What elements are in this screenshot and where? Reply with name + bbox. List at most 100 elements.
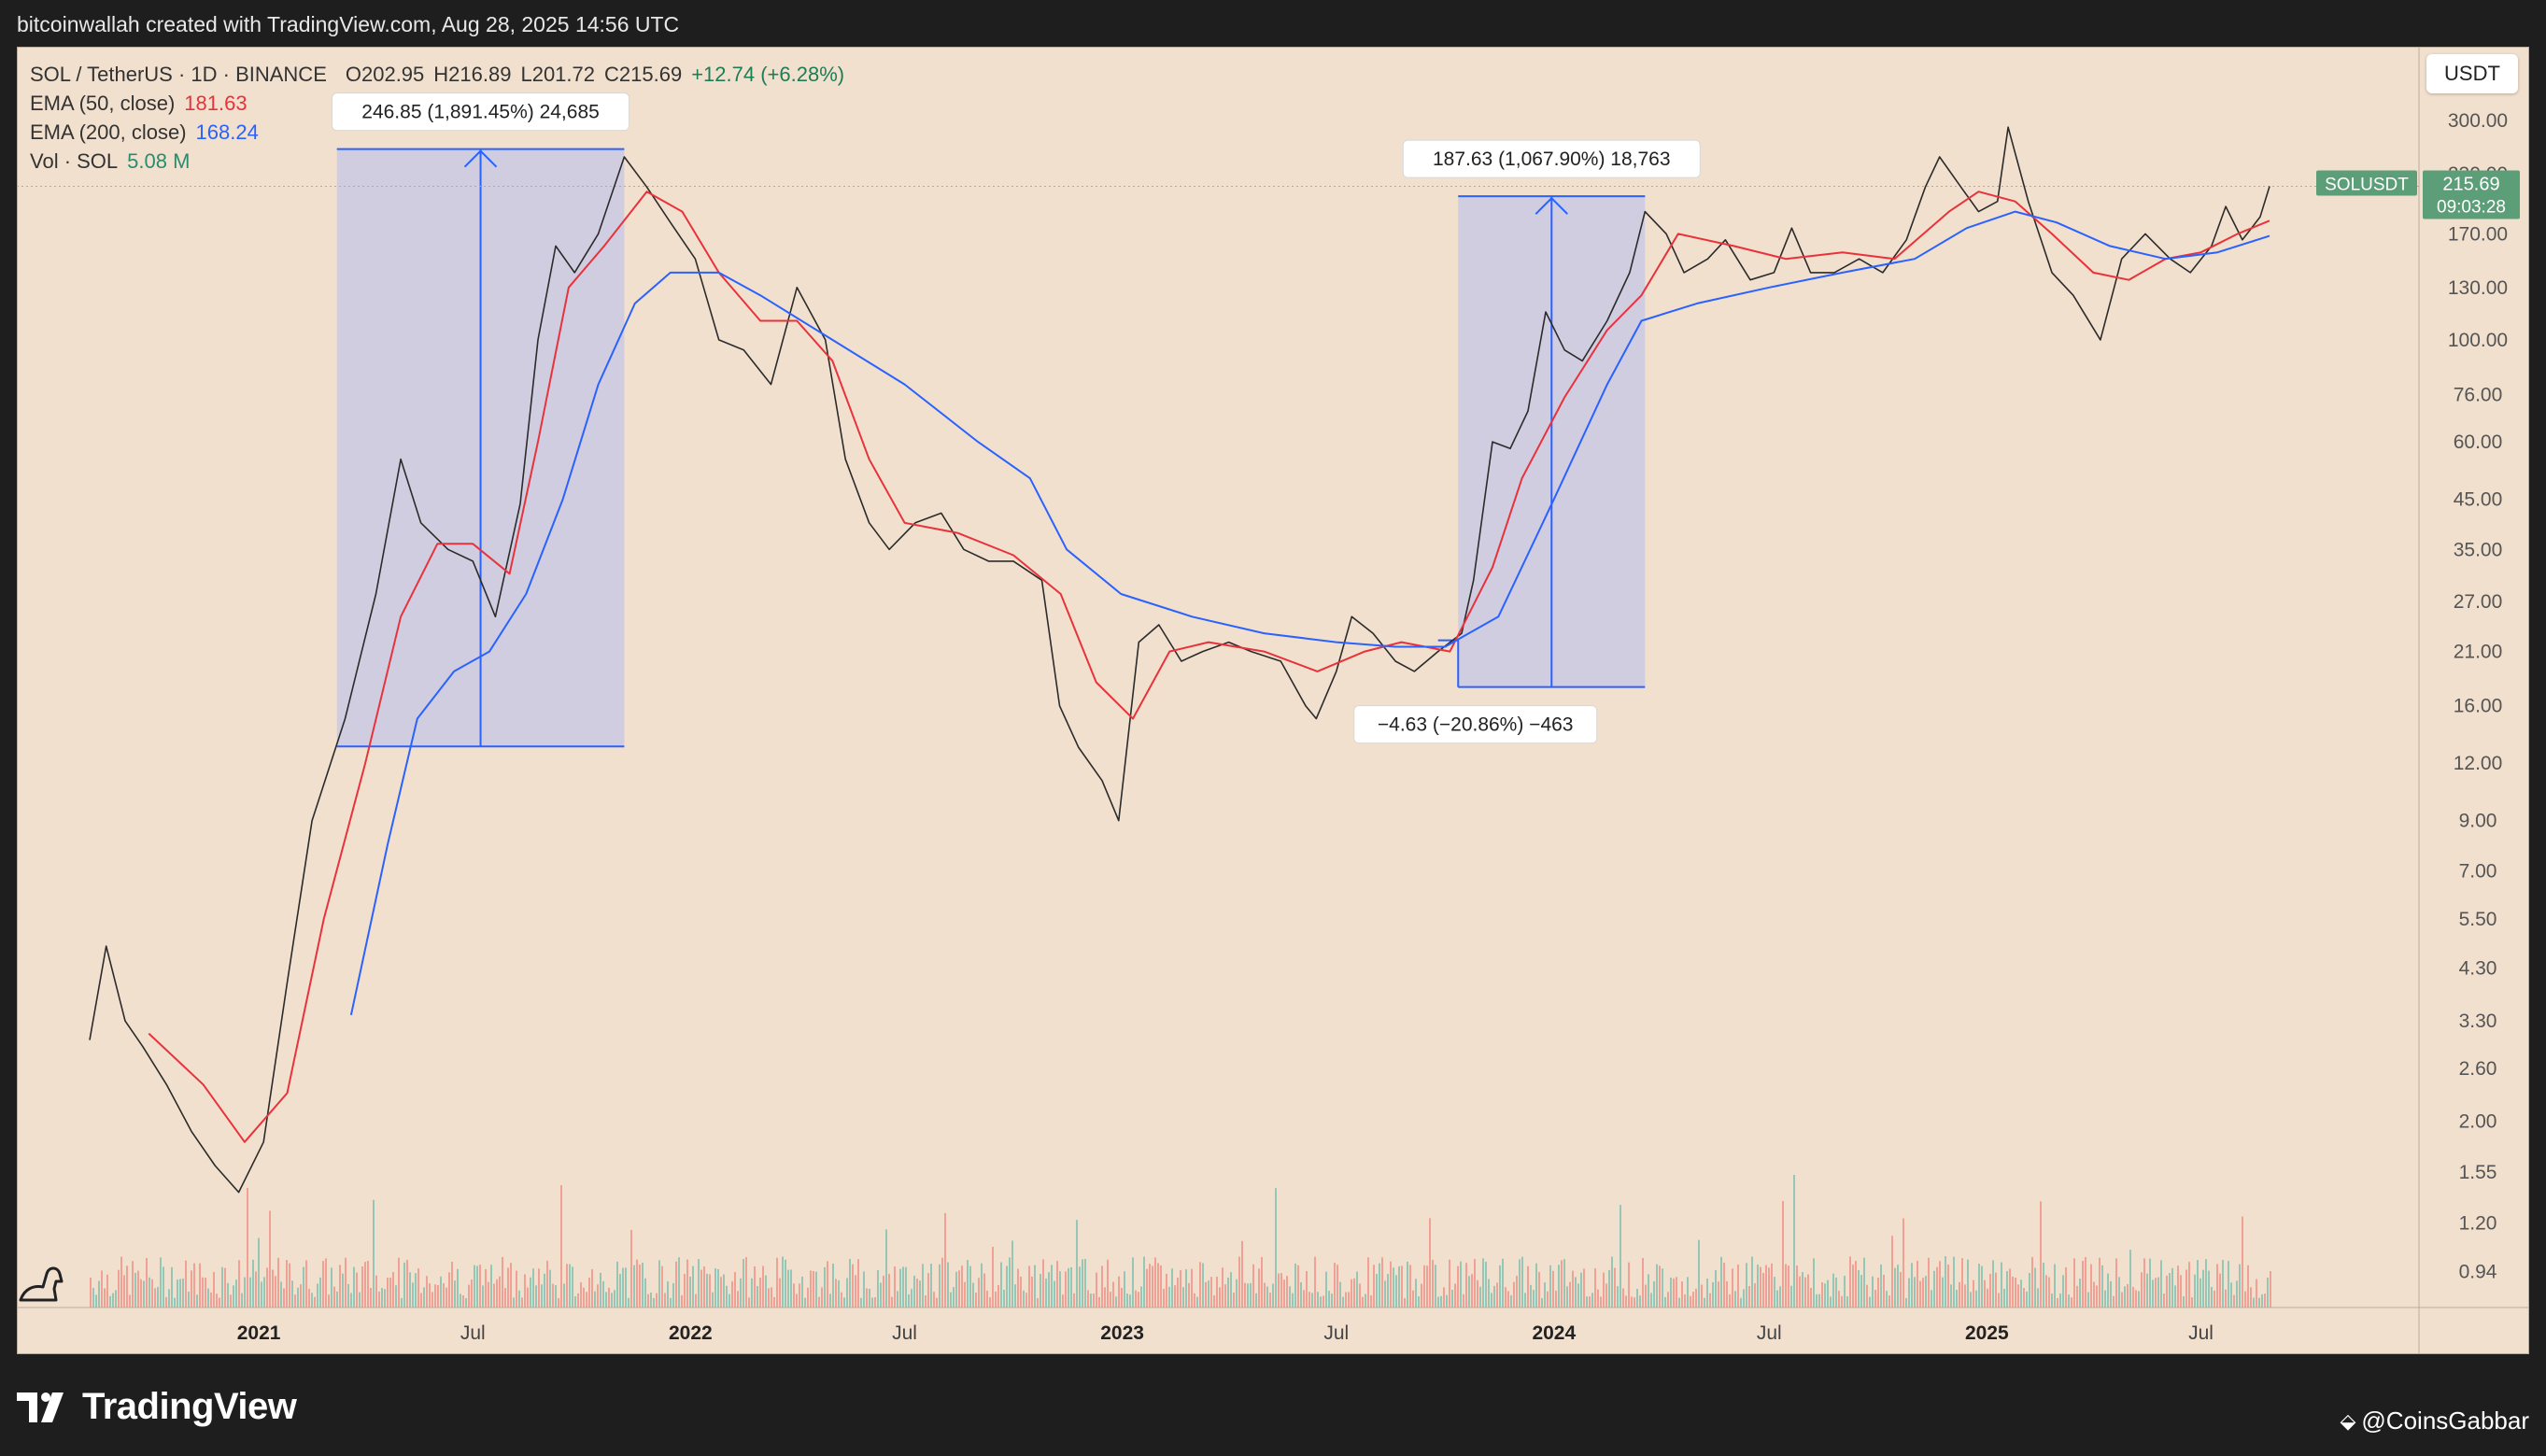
measure-tools (336, 148, 1646, 748)
volume-bar (1945, 1256, 1946, 1308)
volume-bar (513, 1297, 515, 1308)
volume-bar (1513, 1281, 1515, 1308)
volume-bar (1474, 1259, 1476, 1308)
ema50-label[interactable]: EMA (50, close) (30, 92, 176, 115)
volume-bar (468, 1284, 470, 1308)
volume-bar (1653, 1281, 1655, 1308)
volume-bar (1961, 1258, 1963, 1308)
volume-bar (1334, 1263, 1336, 1308)
volume-bar (857, 1259, 859, 1308)
volume-bar (1569, 1281, 1571, 1308)
volume-bar (1261, 1256, 1263, 1308)
volume-bar (586, 1292, 587, 1308)
volume-bar (417, 1268, 419, 1308)
volume-bar (378, 1291, 380, 1308)
volume-bar (821, 1287, 823, 1308)
volume-bar (1110, 1292, 1111, 1308)
volume-bar (1065, 1271, 1067, 1308)
volume-bar (1709, 1293, 1711, 1308)
volume-bar (2090, 1264, 2092, 1308)
volume-bar (1922, 1278, 1924, 1308)
volume-bar (196, 1294, 198, 1308)
volume-bar (1345, 1292, 1347, 1308)
volume-bar (401, 1297, 403, 1308)
volume-bar (1535, 1263, 1537, 1308)
volume-bar (1236, 1279, 1238, 1308)
volume-bar (1149, 1264, 1151, 1308)
volume-label[interactable]: Vol · SOL (30, 149, 119, 173)
volume-bar (700, 1269, 702, 1308)
volume-bar (356, 1272, 358, 1308)
currency-button[interactable]: USDT (2426, 54, 2518, 93)
volume-bar (1729, 1294, 1731, 1308)
volume-bar (177, 1279, 178, 1308)
volume-bar (1129, 1294, 1131, 1308)
volume-bar (1132, 1257, 1134, 1308)
volume-bar (902, 1266, 904, 1308)
volume-bar (1381, 1257, 1383, 1308)
volume-bar (437, 1284, 439, 1308)
volume-bar (754, 1265, 756, 1308)
volume-bar (796, 1293, 798, 1308)
volume-bar (2143, 1258, 2145, 1308)
volume-bar (1485, 1261, 1487, 1308)
volume-bar (740, 1278, 742, 1308)
volume-bar (1664, 1296, 1666, 1308)
diamond-icon: ⬙ (2340, 1408, 2356, 1433)
volume-bar (521, 1297, 523, 1308)
symbol-label[interactable]: SOL / TetherUS · 1D · BINANCE (30, 63, 327, 86)
volume-bar (1782, 1201, 1784, 1308)
volume-bar (922, 1264, 924, 1308)
volume-bar (191, 1270, 192, 1308)
volume-bar (2169, 1273, 2171, 1308)
volume-bar (283, 1288, 285, 1308)
volume-bar (171, 1266, 173, 1308)
volume-bar (2085, 1257, 2086, 1308)
volume-bar (2051, 1293, 2053, 1308)
volume-bar (768, 1288, 770, 1308)
volume-bar (2261, 1294, 2263, 1308)
volume-bar (255, 1271, 257, 1308)
volume-bar (720, 1277, 722, 1308)
volume-bar (389, 1278, 391, 1308)
volume-bar (1516, 1276, 1518, 1308)
volume-bar (961, 1265, 963, 1308)
volume-bar (1146, 1268, 1148, 1308)
volume-bar (233, 1285, 234, 1308)
volume-bar (392, 1272, 394, 1308)
volume-bar (560, 1185, 562, 1308)
ema200-label[interactable]: EMA (200, close) (30, 120, 187, 144)
volume-bar (1418, 1296, 1420, 1308)
volume-bar (1362, 1296, 1364, 1308)
volume-bar (1499, 1265, 1501, 1308)
y-tick-label: 3.30 (2459, 1011, 2497, 1032)
volume-bar (1704, 1297, 1705, 1308)
volume-bar (1804, 1277, 1806, 1308)
volume-bar (1577, 1283, 1579, 1308)
volume-bar (415, 1273, 417, 1308)
volume-bar (2199, 1278, 2201, 1308)
volume-bar (1701, 1284, 1703, 1308)
volume-bar (353, 1266, 355, 1308)
volume-bar (1726, 1280, 1728, 1308)
volume-bar (841, 1292, 842, 1308)
volume-bar (1325, 1271, 1327, 1308)
x-tick-label: Jul (460, 1322, 486, 1344)
volume-bar (2062, 1275, 2064, 1308)
volume-bar (871, 1297, 873, 1308)
volume-bar (333, 1286, 335, 1308)
volume-bar (2163, 1293, 2165, 1308)
volume-bar (474, 1265, 475, 1308)
y-tick-label: 5.50 (2459, 909, 2497, 930)
volume-bar (1289, 1286, 1291, 1308)
volume-bar (230, 1294, 232, 1308)
volume-bar (1723, 1262, 1725, 1308)
volume-bar (1205, 1281, 1207, 1308)
volume-bar (1712, 1281, 1714, 1308)
volume-bar (440, 1276, 442, 1308)
volume-bar (266, 1267, 268, 1308)
volume-bar (412, 1282, 414, 1308)
volume-bar (241, 1293, 243, 1308)
volume-bar (2043, 1262, 2044, 1308)
